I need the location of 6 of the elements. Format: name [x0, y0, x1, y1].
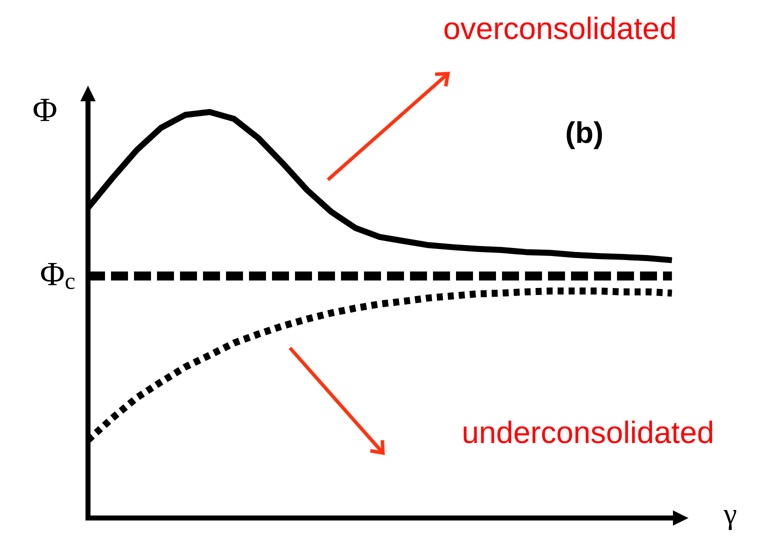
annotation: underconsolidated: [464, 420, 712, 444]
ref-line-label: Φ$_{c}$: [41, 262, 75, 290]
annotation: (b): [566, 121, 602, 150]
y-axis-title: Φ: [34, 98, 56, 122]
x-axis-title: γ: [724, 510, 736, 530]
text: overconsolidated: [444, 16, 675, 40]
